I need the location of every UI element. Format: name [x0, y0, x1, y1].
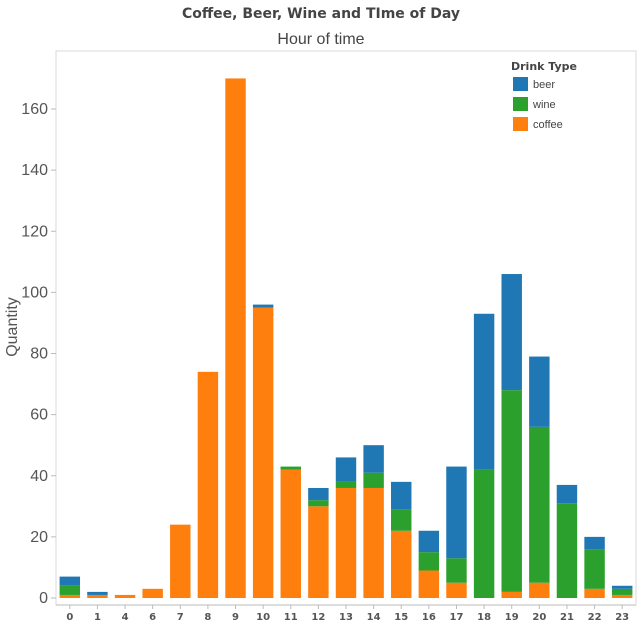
bar-beer-12: [308, 487, 329, 501]
x-tick-label: 0: [66, 612, 73, 623]
bar-coffee-20: [529, 582, 550, 598]
x-tick-label: 17: [450, 612, 464, 623]
bar-beer-20: [529, 356, 550, 427]
bar-coffee-16: [418, 570, 440, 598]
legend-swatch-beer: [513, 77, 528, 91]
bar-coffee-10: [252, 307, 274, 598]
x-tick-label: 6: [149, 612, 156, 623]
x-tick-label: 14: [367, 612, 381, 623]
y-tick-label: 20: [30, 529, 48, 546]
bar-wine-12: [308, 500, 329, 507]
y-tick-label: 0: [39, 590, 48, 607]
bar-coffee-17: [446, 582, 467, 598]
bar-beer-0: [59, 576, 81, 586]
y-tick-label: 100: [21, 284, 48, 301]
bar-wine-11: [280, 466, 301, 470]
bar-coffee-13: [335, 487, 357, 598]
bar-coffee-22: [584, 588, 605, 598]
legend-swatch-wine: [513, 97, 528, 111]
x-tick-label: 8: [204, 612, 211, 623]
bar-beer-17: [446, 466, 467, 559]
bar-coffee-12: [308, 506, 329, 598]
chart-title: Coffee, Beer, Wine and TIme of Day: [181, 6, 461, 22]
bar-coffee-0: [59, 594, 81, 598]
x-tick-label: 11: [284, 612, 298, 623]
x-tick-label: 15: [394, 612, 408, 623]
bar-beer-14: [363, 445, 384, 473]
bar-beer-22: [584, 536, 605, 550]
x-tick-label: 23: [615, 612, 629, 623]
bar-wine-20: [529, 426, 550, 583]
bar-wine-23: [611, 588, 633, 595]
legend-label-coffee: coffee: [533, 119, 563, 131]
bar-coffee-11: [280, 469, 301, 598]
legend-swatch-coffee: [513, 117, 528, 131]
x-tick-label: 16: [422, 612, 436, 623]
x-tick-label: 10: [256, 612, 270, 623]
bar-wine-17: [446, 558, 467, 583]
bar-coffee-14: [363, 487, 384, 598]
bar-coffee-6: [142, 588, 163, 598]
legend: Drink Type beer wine coffee: [511, 60, 577, 131]
bar-wine-16: [418, 552, 440, 571]
bar-beer-18: [473, 313, 495, 470]
bar-wine-22: [584, 549, 605, 589]
bar-beer-10: [252, 304, 274, 308]
bar-coffee-8: [197, 371, 219, 598]
bar-beer-16: [418, 530, 440, 553]
x-tick-label: 22: [588, 612, 602, 623]
y-tick-label: 120: [21, 223, 48, 240]
x-tick-label: 21: [560, 612, 574, 623]
y-tick-label: 160: [21, 101, 48, 118]
bars: [59, 78, 633, 598]
legend-label-wine: wine: [532, 99, 556, 111]
x-tick-label: 20: [532, 612, 546, 623]
y-axis: 0 20 40 60 80 100 120 140 160: [21, 101, 56, 607]
bar-wine-14: [363, 472, 384, 488]
x-tick-label: 13: [339, 612, 353, 623]
bar-coffee-23: [611, 594, 633, 598]
bar-beer-23: [611, 585, 633, 589]
chart-subtitle: Hour of time: [277, 31, 365, 48]
x-tick-label: 4: [122, 612, 129, 623]
bar-coffee-19: [501, 591, 522, 598]
bar-coffee-1: [87, 594, 108, 598]
legend-title: Drink Type: [511, 60, 577, 73]
legend-label-beer: beer: [533, 79, 555, 91]
bar-wine-13: [335, 481, 357, 488]
bar-beer-21: [556, 484, 578, 504]
bar-beer-15: [391, 481, 412, 510]
bar-wine-19: [501, 390, 522, 592]
bar-beer-13: [335, 457, 357, 482]
bar-beer-19: [501, 274, 522, 391]
x-tick-label: 19: [505, 612, 519, 623]
x-tick-label: 9: [232, 612, 239, 623]
y-tick-label: 60: [30, 407, 48, 424]
y-tick-label: 80: [30, 346, 48, 363]
x-tick-label: 12: [311, 612, 325, 623]
bar-wine-18: [473, 469, 495, 598]
bar-wine-0: [59, 585, 81, 595]
x-tick-label: 18: [477, 612, 491, 623]
bar-coffee-15: [391, 530, 412, 598]
bar-coffee-4: [114, 594, 136, 598]
x-axis: 0 1 4 6 7 8 9 10 11 12 13 14 15 16 17 18 19 20 21 22 23: [56, 604, 636, 623]
x-tick-label: 7: [177, 612, 184, 623]
bar-wine-21: [556, 503, 578, 598]
bar-coffee-7: [170, 524, 191, 598]
y-tick-label: 140: [21, 162, 48, 179]
y-axis-label: Quantity: [4, 297, 21, 357]
bar-coffee-9: [225, 78, 246, 598]
y-tick-label: 40: [30, 468, 48, 485]
bar-wine-15: [391, 509, 412, 531]
bar-beer-1: [87, 591, 108, 595]
x-tick-label: 1: [94, 612, 101, 623]
